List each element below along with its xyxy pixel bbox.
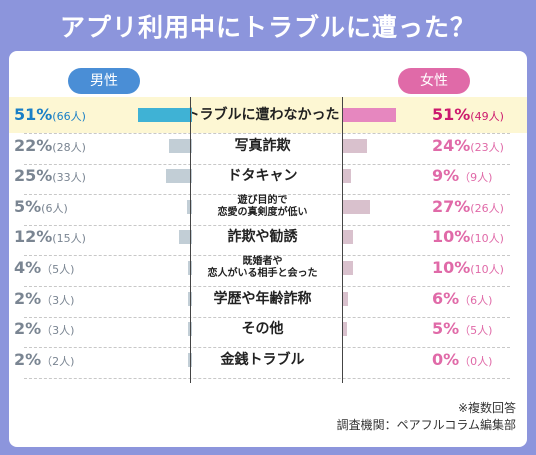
- male-value-label: 5%(6人): [14, 197, 68, 216]
- axis-line-left: [190, 97, 191, 383]
- axis-line-right: [342, 97, 343, 383]
- female-value-label: 6%（6人): [432, 289, 493, 308]
- female-bar: [342, 292, 349, 306]
- source: 調査機関：ペアフルコラム編集部: [336, 418, 516, 432]
- male-value-label: 4%（5人): [14, 258, 75, 277]
- male-value-label: 25%(33人): [14, 166, 86, 185]
- male-bar: [165, 169, 192, 183]
- female-bar: [342, 139, 368, 153]
- female-value-label: 10%(10人): [432, 258, 504, 277]
- row-separator: [24, 255, 510, 256]
- female-bar: [342, 200, 371, 214]
- male-value-label: 12%(15人): [14, 227, 86, 246]
- row-separator: [24, 164, 510, 165]
- female-value-label: 10%(10人): [432, 227, 504, 246]
- category-label: その他: [241, 321, 284, 337]
- row-separator: [24, 286, 510, 287]
- category-label: 写真詐欺: [234, 138, 291, 154]
- female-value-label: 5%（5人): [432, 319, 493, 338]
- female-bar: [342, 261, 353, 275]
- male-value-label: 2%（2人): [14, 350, 75, 369]
- category-label: ドタキャン: [227, 168, 298, 184]
- footnote: ※複数回答: [457, 401, 516, 415]
- chart-title: アプリ利用中にトラブルに遭った？: [59, 13, 476, 42]
- male-value-label: 2%（3人): [14, 289, 75, 308]
- male-bar: [186, 200, 192, 214]
- chart-row: [9, 97, 527, 133]
- female-value-label: 9%（9人): [432, 166, 493, 185]
- male-bar: [187, 261, 192, 275]
- female-value-label: 24%(23人): [432, 136, 504, 155]
- category-label: 金銭トラブル: [220, 352, 305, 368]
- female-bar: [342, 230, 353, 244]
- male-value-label: 2%（3人): [14, 319, 75, 338]
- male-bar: [179, 230, 192, 244]
- category-label: 遊び目的で 恋愛の真剣度が低い: [217, 195, 308, 218]
- male-bar: [168, 139, 192, 153]
- male-value-label: 51%(66人): [14, 105, 86, 124]
- row-separator: [24, 378, 510, 379]
- female-value-label: 51%(49人): [432, 105, 504, 124]
- male-bar: [138, 108, 192, 122]
- category-label: 既婚者や 恋人がいる相手と会った: [207, 256, 318, 279]
- female-value-label: 27%(26人): [432, 197, 504, 216]
- row-separator: [24, 133, 510, 134]
- female-bar: [342, 322, 348, 336]
- row-separator: [24, 194, 510, 195]
- male-value-label: 22%(28人): [14, 136, 86, 155]
- female-value-label: 0%（0人): [432, 350, 493, 369]
- row-separator: [24, 317, 510, 318]
- category-label: トラブルに遭わなかった: [185, 107, 340, 123]
- legend-female: 女性: [398, 68, 470, 94]
- category-label: 学歴や年齢詐称: [213, 291, 312, 307]
- female-bar: [342, 169, 352, 183]
- legend-male: 男性: [68, 68, 140, 94]
- female-bar: [342, 108, 396, 122]
- row-separator: [24, 225, 510, 226]
- row-separator: [24, 347, 510, 348]
- category-label: 詐欺や勧誘: [227, 229, 298, 245]
